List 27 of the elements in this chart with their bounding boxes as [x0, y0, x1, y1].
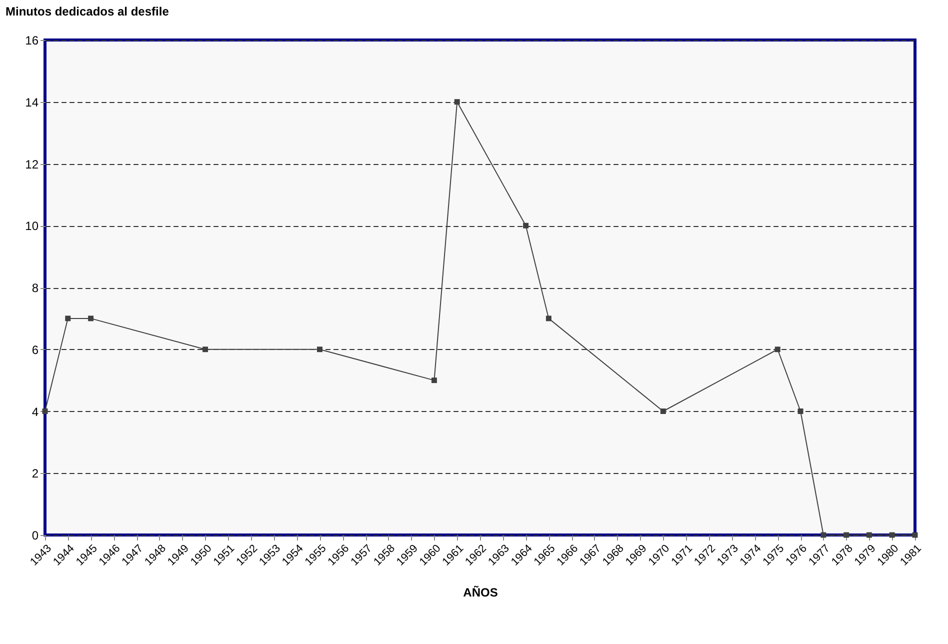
y-tick-label: 0: [32, 528, 39, 542]
point: [65, 316, 71, 322]
point: [42, 408, 48, 414]
y-axis-title: Minutos dedicados al desfile: [6, 4, 170, 18]
point: [546, 316, 552, 322]
point: [889, 532, 895, 538]
point: [317, 346, 322, 352]
point: [202, 346, 208, 352]
point: [88, 316, 94, 322]
point: [844, 532, 850, 538]
y-tick-label: 8: [32, 281, 39, 295]
point: [774, 346, 780, 352]
y-tick-label: 6: [32, 342, 39, 357]
y-tick-label: 10: [25, 219, 39, 234]
y-tick-label: 16: [25, 34, 39, 48]
y-tick-label: 14: [25, 95, 39, 110]
point: [523, 222, 529, 228]
point: [660, 408, 666, 414]
point: [454, 99, 460, 105]
y-tick-label: 4: [32, 404, 39, 419]
y-tick-label: 12: [25, 157, 39, 172]
point: [820, 532, 826, 538]
y-tick-label: 2: [32, 466, 39, 481]
x-axis-title: AÑOS: [463, 586, 498, 600]
point: [866, 532, 872, 538]
point: [431, 378, 437, 384]
point: [798, 408, 804, 414]
